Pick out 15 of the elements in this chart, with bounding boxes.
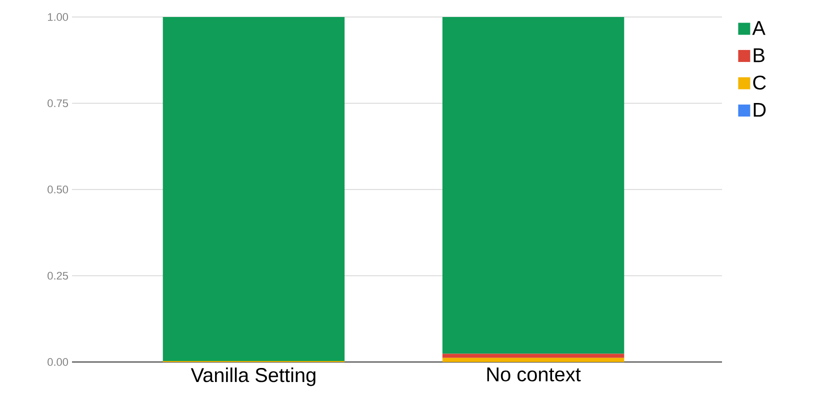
bar bbox=[442, 354, 624, 358]
y-tick-label: 0.00 bbox=[48, 358, 68, 366]
y-tick-label: 0.75 bbox=[48, 99, 68, 108]
legend-label: A bbox=[752, 21, 766, 35]
y-tick-label: 1.00 bbox=[48, 13, 68, 21]
legend-label: D bbox=[754, 102, 766, 117]
legend-label: C bbox=[753, 76, 766, 90]
bar bbox=[162, 16, 345, 361]
x-tick-label: Vanilla Setting bbox=[190, 368, 316, 386]
bar bbox=[442, 16, 624, 354]
y-tick-label: 0.25 bbox=[48, 272, 68, 280]
legend-label: B bbox=[754, 48, 764, 62]
bar bbox=[442, 358, 624, 362]
y-tick-label: 0.50 bbox=[48, 186, 68, 194]
x-tick-label: No context bbox=[487, 368, 581, 382]
